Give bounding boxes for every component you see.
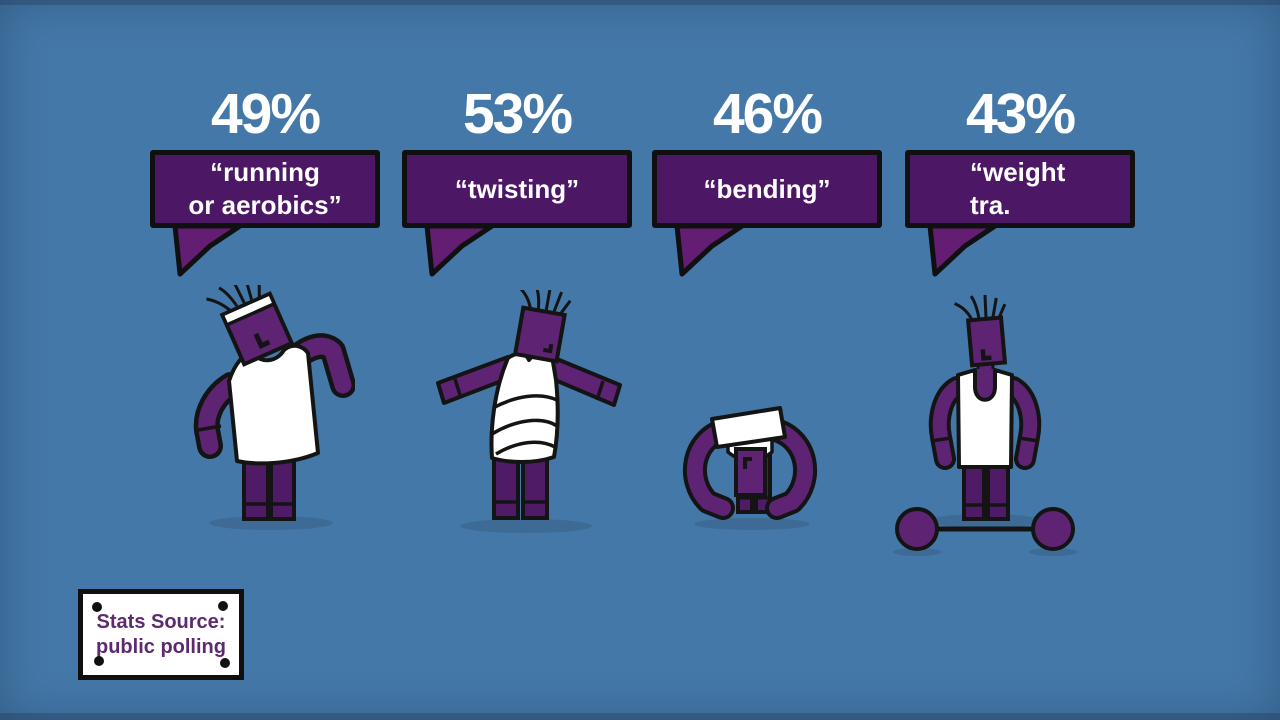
barbell-shadow [1029, 548, 1077, 556]
stats-source-sign: Stats Source: public polling [78, 589, 244, 680]
stat-percent: 53% [462, 82, 573, 146]
face-mark [542, 343, 554, 354]
stat-column-weight-training: 43% “weight tra. [905, 82, 1135, 277]
barbell-shadow [893, 548, 941, 556]
screw-dot [94, 656, 104, 666]
stats-source-label: Stats Source: [96, 611, 226, 633]
stat-column-twisting: 53% “twisting” [402, 82, 632, 277]
hair-spikes [516, 290, 572, 315]
shirt-back [710, 406, 787, 449]
twist-folds [491, 394, 558, 456]
stats-source-value: public polling [96, 636, 226, 658]
ground-shadow [460, 519, 592, 533]
twisted-shirt [489, 350, 560, 464]
screw-dot [92, 602, 102, 612]
bubble-quote-line: “bending” [703, 173, 831, 204]
speech-bubble-tail [674, 224, 745, 277]
right-arm [1002, 376, 1042, 470]
speech-bubble-tail [927, 224, 998, 277]
headband [219, 291, 277, 328]
aerobics-figure-illustration [193, 285, 355, 530]
head [954, 295, 1008, 368]
right-arm [764, 418, 817, 520]
tank-top [956, 368, 1014, 469]
bubble-quote-line: “running [210, 157, 320, 187]
legs [962, 463, 1010, 521]
stat-percent: 43% [965, 82, 1076, 146]
bending-figure-illustration [683, 406, 817, 530]
hair-spikes [206, 285, 261, 312]
speech-bubble: “twisting” [402, 150, 632, 228]
face-mark [253, 332, 271, 350]
stat-column-running: 49% “running or aerobics” [150, 82, 380, 277]
face-mark [743, 457, 752, 469]
screw-dot [220, 658, 230, 668]
weight-training-figure-illustration [893, 295, 1077, 556]
speech-bubble: “running or aerobics” [150, 150, 380, 228]
bubble-quote-line: tra. [970, 190, 1011, 220]
left-arm [193, 372, 244, 459]
head [512, 290, 572, 364]
speech-bubble: “weight tra. [905, 150, 1135, 228]
bottom-edge-strip [0, 713, 1280, 720]
stat-percent: 46% [712, 82, 823, 146]
left-arm [928, 376, 968, 470]
hair-spikes [954, 295, 1007, 321]
ground-shadow [694, 518, 810, 530]
ground-shadow [209, 516, 333, 530]
face-mark [980, 349, 992, 361]
bubble-quote-line: or aerobics” [188, 190, 342, 220]
stat-percent: 49% [210, 82, 321, 146]
barbell-icon [895, 507, 1075, 551]
speech-bubble-tail [424, 224, 495, 277]
bubble-quote-line: “twisting” [454, 173, 580, 204]
speech-bubble-tail [172, 224, 243, 277]
twisting-figure-illustration [436, 290, 622, 533]
screw-dot [218, 601, 228, 611]
bubble-quote-line: “weight [970, 157, 1066, 187]
head [734, 447, 767, 497]
stat-column-bending: 46% “bending” [652, 82, 882, 277]
speech-bubble: “bending” [652, 150, 882, 228]
top-edge-strip [0, 0, 1280, 5]
head [206, 285, 295, 367]
